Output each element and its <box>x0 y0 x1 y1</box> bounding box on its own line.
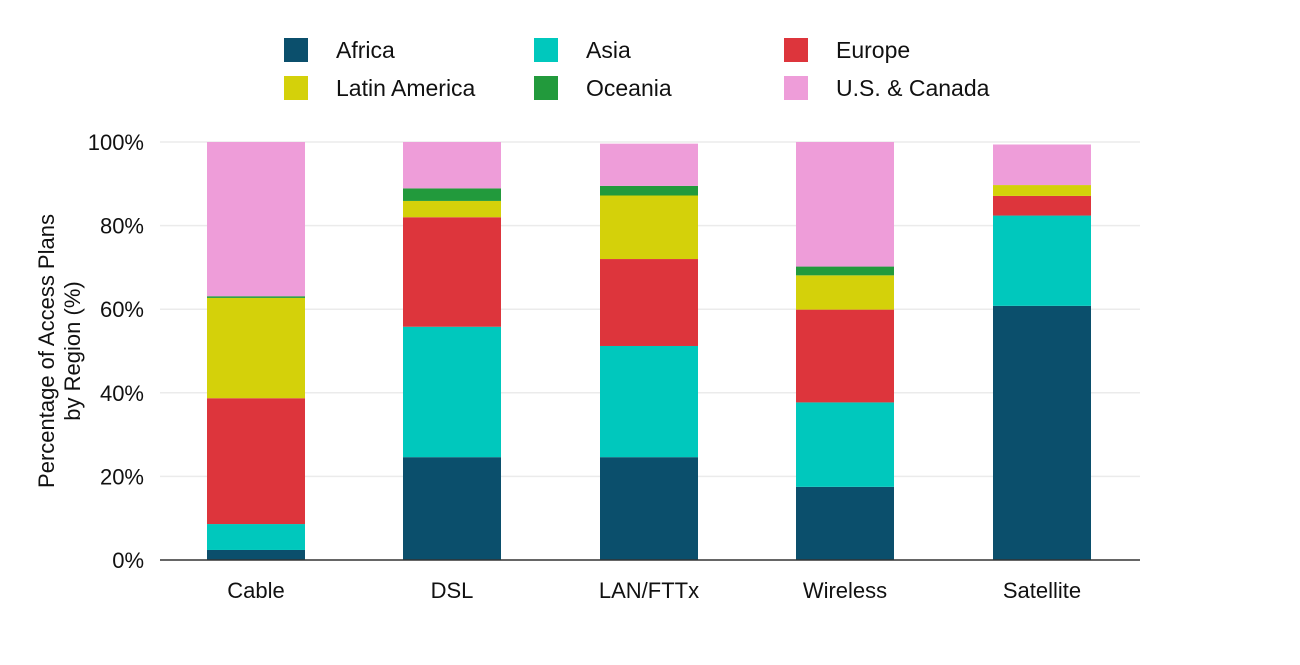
legend-swatch <box>784 76 808 100</box>
legend-swatch <box>534 38 558 62</box>
legend-item: Oceania <box>534 75 672 101</box>
bar-segment <box>796 309 894 403</box>
bar-segment <box>796 266 894 276</box>
bar-segment <box>403 457 501 560</box>
bar-segment <box>207 296 305 298</box>
bar-segment <box>207 524 305 550</box>
legend-label: Africa <box>336 36 395 63</box>
bar-segment <box>993 185 1091 196</box>
y-axis-title: Percentage of Access Plansby Region (%) <box>34 214 85 488</box>
legend-item: Asia <box>534 37 631 63</box>
bar-segment <box>993 195 1091 216</box>
bar-segment <box>600 457 698 560</box>
bar-segment <box>207 297 305 399</box>
bar-segment <box>993 215 1091 306</box>
bar-segment <box>796 402 894 487</box>
legend-label: Latin America <box>336 74 476 101</box>
x-tick-label: DSL <box>431 578 474 603</box>
bar-segment <box>403 188 501 201</box>
bar-segment <box>403 142 501 189</box>
bar-segment <box>796 142 894 267</box>
y-tick-label: 100% <box>88 130 144 155</box>
y-tick-label: 80% <box>100 214 144 239</box>
bar-segment <box>403 326 501 458</box>
bar-segment <box>207 398 305 525</box>
bar-segment <box>993 144 1091 186</box>
legend-label: U.S. & Canada <box>836 74 990 101</box>
legend: Africa Asia Europe Latin America Oceania U.S.… <box>0 0 1300 110</box>
bar-segment <box>207 549 305 560</box>
bar-segment <box>403 217 501 327</box>
y-axis-title-line: Percentage of Access Plans <box>34 214 59 488</box>
x-tick-label: Satellite <box>1003 578 1081 603</box>
y-tick-label: 40% <box>100 381 144 406</box>
bar-segment <box>600 195 698 260</box>
bar-segment <box>600 259 698 346</box>
bar-segment <box>600 345 698 458</box>
legend-swatch <box>284 76 308 100</box>
bar-segment <box>993 305 1091 560</box>
legend-label: Europe <box>836 36 911 63</box>
legend-item: Europe <box>784 37 910 63</box>
y-tick-label: 20% <box>100 464 144 489</box>
legend-label: Oceania <box>586 74 672 101</box>
y-axis-title-line: by Region (%) <box>60 281 85 420</box>
bar-segment <box>796 275 894 310</box>
bar-segment <box>600 185 698 196</box>
y-tick-label: 60% <box>100 297 144 322</box>
legend-item: Latin America <box>284 75 475 101</box>
y-tick-label: 0% <box>112 548 144 573</box>
bar-segment <box>207 142 305 297</box>
legend-item: U.S. & Canada <box>784 75 989 101</box>
bar-segment <box>403 200 501 218</box>
legend-label: Asia <box>586 36 631 63</box>
bar-segment <box>796 486 894 560</box>
bar-segment <box>600 143 698 186</box>
legend-swatch <box>784 38 808 62</box>
legend-swatch <box>284 38 308 62</box>
x-tick-label: Cable <box>227 578 284 603</box>
legend-item: Africa <box>284 37 395 63</box>
x-tick-label: LAN/FTTx <box>599 578 699 603</box>
x-tick-label: Wireless <box>803 578 887 603</box>
legend-swatch <box>534 76 558 100</box>
